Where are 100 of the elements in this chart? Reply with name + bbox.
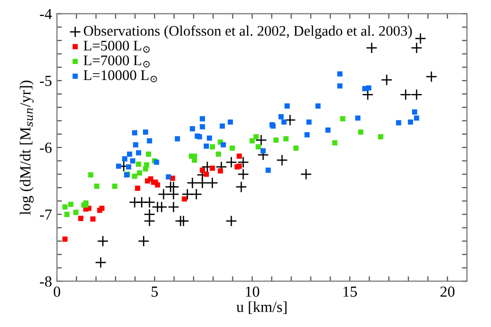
point (78, 216, 84, 221)
point (196, 134, 202, 140)
point (130, 158, 136, 164)
y-tick-label: -8 (40, 276, 52, 287)
x-tick-label: 5 (152, 286, 158, 297)
x-tick-label: 20 (440, 286, 454, 297)
point (284, 114, 296, 126)
point (337, 83, 342, 89)
point (226, 156, 238, 168)
point (132, 130, 138, 136)
legend-label: L=7000 L$_{⊙}$ (84, 55, 150, 68)
point (366, 85, 372, 91)
point (144, 215, 156, 227)
point (410, 88, 422, 100)
point (325, 127, 331, 133)
point (200, 168, 205, 173)
point (136, 162, 142, 167)
point (250, 138, 255, 144)
point (204, 144, 209, 149)
point (206, 136, 212, 141)
point (174, 136, 180, 142)
point (293, 146, 299, 151)
point (304, 132, 310, 138)
point (73, 210, 78, 215)
point (182, 188, 194, 200)
y-tick-label: -4 (40, 8, 52, 20)
legend-label: Observations (Olofsson et al. 2002, Delgado et al. 2003) (84, 25, 412, 39)
point (412, 109, 418, 115)
point (166, 174, 172, 180)
point (206, 177, 218, 189)
point (116, 164, 122, 169)
x-axis-title: u [km/s] (236, 301, 286, 314)
point (122, 156, 128, 162)
point (144, 196, 156, 208)
x-tick-label: 15 (344, 286, 357, 297)
legend-label: L=10000 L$_{⊙}$ (84, 70, 157, 82)
point (226, 215, 238, 227)
point (190, 126, 196, 132)
point (230, 146, 235, 151)
point (396, 120, 402, 126)
y-tick-label: -5 (40, 76, 52, 86)
point (88, 172, 94, 178)
point (136, 150, 142, 156)
point (190, 188, 202, 200)
point (337, 71, 342, 77)
point (200, 116, 205, 122)
point (256, 144, 261, 150)
point (64, 212, 70, 217)
point (126, 164, 132, 170)
point (414, 115, 420, 121)
point (90, 216, 96, 222)
point (126, 152, 132, 157)
point (132, 174, 138, 179)
point (278, 114, 284, 120)
point (146, 152, 152, 157)
x-tick-label: 10 (246, 286, 260, 297)
point (273, 138, 279, 143)
x-tick-label: 0 (54, 286, 60, 297)
point (220, 142, 226, 148)
point (283, 136, 289, 142)
point (276, 154, 288, 166)
point (178, 215, 190, 227)
point (408, 119, 414, 125)
point (410, 42, 422, 54)
point (237, 168, 249, 180)
point (62, 204, 68, 210)
point (146, 138, 152, 144)
point (235, 181, 248, 193)
point (266, 168, 271, 173)
point (236, 154, 242, 159)
point (315, 103, 321, 109)
point (168, 188, 180, 200)
point (94, 184, 100, 189)
point (358, 130, 364, 135)
point (260, 148, 266, 154)
point (378, 134, 384, 140)
point (253, 134, 259, 140)
y-tick-label: -7 (40, 210, 52, 220)
point (142, 130, 148, 135)
point (255, 134, 267, 146)
point (144, 162, 150, 168)
point (136, 170, 142, 176)
point (62, 236, 68, 242)
point (94, 256, 106, 268)
point (380, 74, 392, 86)
point (204, 172, 209, 177)
point (228, 119, 233, 125)
point (138, 235, 150, 247)
point (156, 201, 168, 213)
point (112, 184, 118, 189)
point (218, 168, 223, 174)
legend-label: L=5000 L$_{⊙}$ (84, 40, 150, 53)
point (182, 196, 188, 202)
point (68, 202, 74, 207)
point (414, 32, 426, 44)
point (97, 235, 109, 247)
point (281, 119, 287, 125)
point (426, 70, 438, 82)
point (216, 152, 222, 157)
point (186, 177, 198, 189)
